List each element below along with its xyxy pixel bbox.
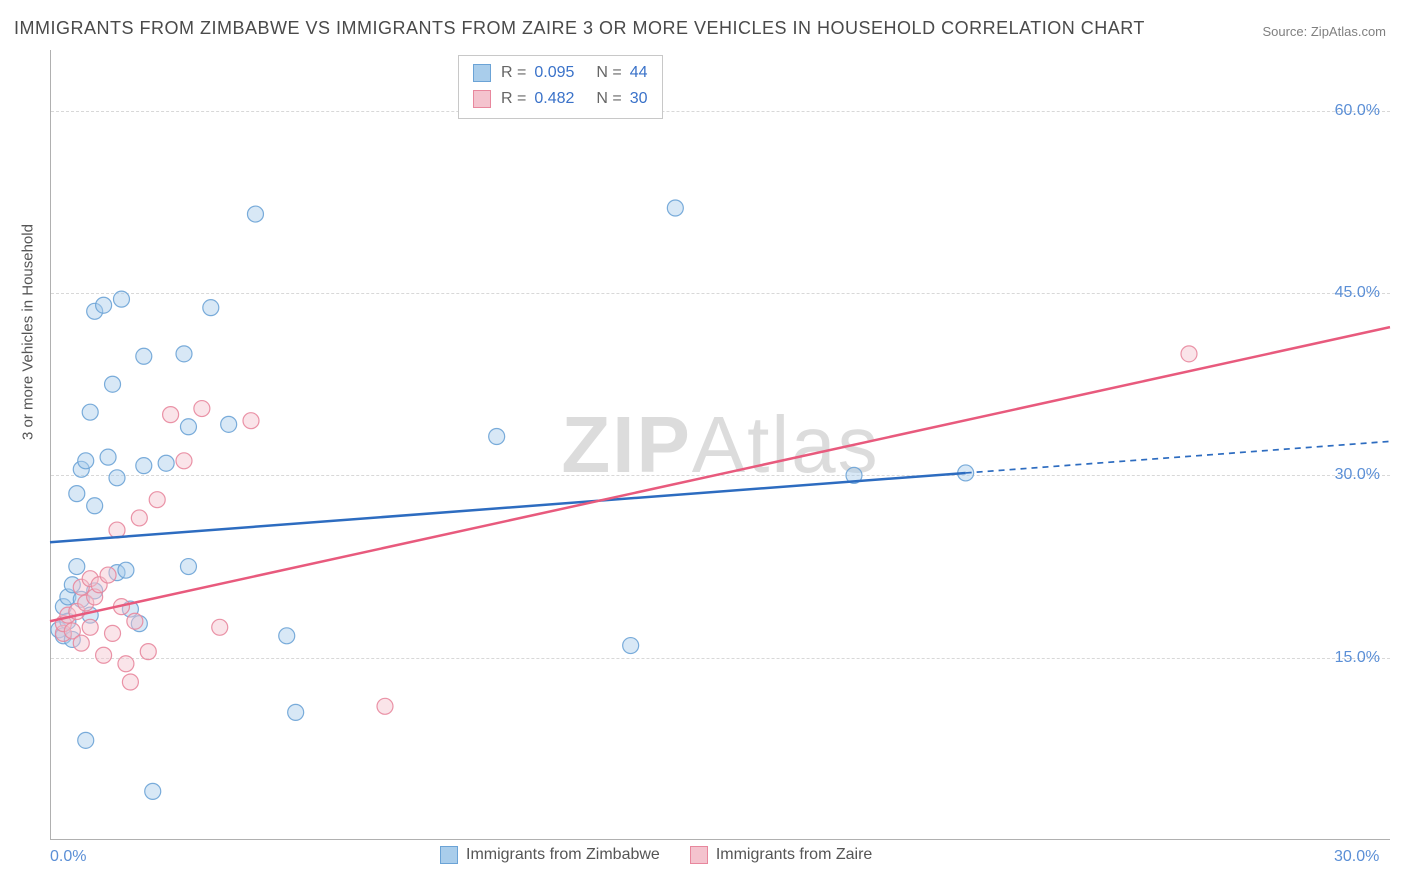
scatter-point-zimbabwe — [623, 638, 639, 654]
scatter-point-zimbabwe — [96, 297, 112, 313]
scatter-point-zimbabwe — [667, 200, 683, 216]
scatter-point-zimbabwe — [100, 449, 116, 465]
scatter-point-zaire — [149, 492, 165, 508]
scatter-point-zaire — [131, 510, 147, 526]
scatter-point-zimbabwe — [180, 559, 196, 575]
scatter-point-zaire — [82, 619, 98, 635]
scatter-point-zimbabwe — [136, 458, 152, 474]
scatter-point-zimbabwe — [176, 346, 192, 362]
legend-stats-row-zimbabwe: R = 0.095 N = 44 — [473, 60, 648, 86]
scatter-point-zaire — [377, 698, 393, 714]
trend-line-zimbabwe — [50, 473, 966, 542]
scatter-point-zimbabwe — [288, 704, 304, 720]
scatter-point-zaire — [176, 453, 192, 469]
scatter-point-zaire — [73, 635, 89, 651]
n-label: N = — [596, 86, 621, 112]
scatter-point-zaire — [194, 401, 210, 417]
scatter-point-zaire — [212, 619, 228, 635]
scatter-point-zaire — [163, 407, 179, 423]
scatter-point-zimbabwe — [489, 428, 505, 444]
scatter-point-zaire — [100, 567, 116, 583]
legend-item-zaire: Immigrants from Zaire — [690, 846, 872, 864]
x-tick-label: 30.0% — [1334, 848, 1379, 866]
scatter-point-zimbabwe — [113, 291, 129, 307]
scatter-point-zaire — [243, 413, 259, 429]
scatter-point-zimbabwe — [180, 419, 196, 435]
scatter-point-zimbabwe — [69, 559, 85, 575]
n-label: N = — [596, 60, 621, 86]
scatter-point-zimbabwe — [78, 732, 94, 748]
r-label: R = — [501, 60, 526, 86]
legend-label-zaire: Immigrants from Zaire — [716, 846, 872, 864]
scatter-point-zaire — [127, 613, 143, 629]
scatter-point-zimbabwe — [118, 562, 134, 578]
scatter-point-zimbabwe — [105, 376, 121, 392]
trend-line-zaire — [50, 327, 1390, 621]
scatter-point-zaire — [105, 625, 121, 641]
source-attribution: Source: ZipAtlas.com — [1262, 24, 1386, 39]
scatter-point-zimbabwe — [203, 300, 219, 316]
n-value-zaire: 30 — [630, 86, 648, 112]
swatch-zaire — [690, 846, 708, 864]
trend-line-dashed-zimbabwe — [966, 441, 1390, 473]
scatter-point-zimbabwe — [78, 453, 94, 469]
scatter-point-zimbabwe — [158, 455, 174, 471]
legend-label-zimbabwe: Immigrants from Zimbabwe — [466, 846, 660, 864]
scatter-point-zimbabwe — [69, 486, 85, 502]
legend-series: Immigrants from Zimbabwe Immigrants from… — [440, 846, 872, 864]
scatter-plot-svg — [50, 50, 1390, 840]
scatter-point-zaire — [1181, 346, 1197, 362]
legend-stats-row-zaire: R = 0.482 N = 30 — [473, 86, 648, 112]
swatch-zimbabwe — [473, 64, 491, 82]
scatter-point-zimbabwe — [82, 404, 98, 420]
scatter-point-zaire — [140, 644, 156, 660]
scatter-point-zaire — [118, 656, 134, 672]
chart-title: IMMIGRANTS FROM ZIMBABWE VS IMMIGRANTS F… — [14, 18, 1145, 39]
scatter-point-zimbabwe — [247, 206, 263, 222]
scatter-point-zimbabwe — [136, 348, 152, 364]
legend-stats: R = 0.095 N = 44 R = 0.482 N = 30 — [458, 55, 663, 119]
scatter-point-zimbabwe — [279, 628, 295, 644]
swatch-zimbabwe — [440, 846, 458, 864]
scatter-point-zimbabwe — [145, 783, 161, 799]
scatter-point-zaire — [96, 647, 112, 663]
scatter-point-zaire — [122, 674, 138, 690]
legend-item-zimbabwe: Immigrants from Zimbabwe — [440, 846, 660, 864]
x-tick-label: 0.0% — [50, 848, 86, 866]
swatch-zaire — [473, 90, 491, 108]
y-axis-title: 3 or more Vehicles in Household — [20, 224, 37, 440]
r-value-zimbabwe: 0.095 — [534, 60, 574, 86]
r-label: R = — [501, 86, 526, 112]
scatter-point-zimbabwe — [109, 470, 125, 486]
r-value-zaire: 0.482 — [534, 86, 574, 112]
n-value-zimbabwe: 44 — [630, 60, 648, 86]
scatter-point-zimbabwe — [221, 416, 237, 432]
scatter-point-zimbabwe — [87, 498, 103, 514]
